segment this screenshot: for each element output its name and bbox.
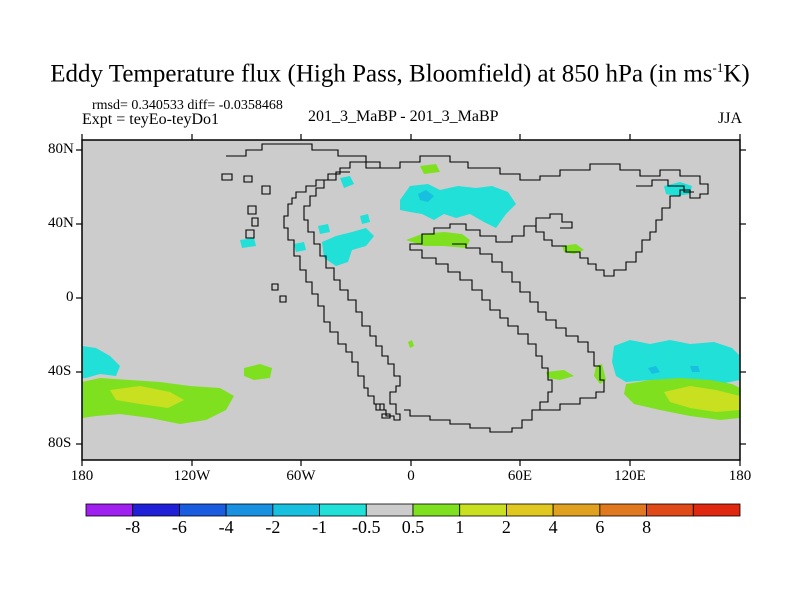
lon-label-0: 0 <box>407 468 415 484</box>
colorbar-box-8 <box>459 503 507 517</box>
lat-label-40n: 40N <box>48 215 74 231</box>
field-green-arctic <box>420 164 440 174</box>
tick-marks <box>76 134 746 466</box>
colorbar-box-5 <box>319 503 367 517</box>
colorbar-label-8: 2 <box>501 517 511 537</box>
colorbar-label-1: -6 <box>171 517 187 537</box>
colorbar-box-9 <box>506 503 554 517</box>
coastlines <box>221 143 709 433</box>
colorbar-label-5: -0.5 <box>352 517 381 537</box>
colorbar-label-7: 1 <box>455 517 465 537</box>
field-cyan-sw <box>82 346 120 378</box>
colorbar-box-12 <box>646 503 694 517</box>
lon-label-60e: 60E <box>507 468 533 484</box>
field-green-sa <box>244 364 272 380</box>
coast-africa-east <box>452 243 605 411</box>
field-cyan-small4 <box>294 242 306 252</box>
field-cyan-atlantic-mid <box>322 228 374 266</box>
coast-pacific-loop <box>636 179 694 193</box>
colorbar-label-2: -4 <box>218 517 234 537</box>
colorbar-label-11: 8 <box>642 517 652 537</box>
experiment-label: Expt = teyEo-teyDo1 <box>82 111 219 128</box>
colorbar-label-10: 6 <box>595 517 605 537</box>
colorbar-label-6: 0.5 <box>401 517 425 537</box>
colorbar-box-13 <box>692 503 741 517</box>
coast-islands-na <box>245 185 287 303</box>
plot-title: Eddy Temperature flux (High Pass, Bloomf… <box>50 60 750 88</box>
lon-label-120e: 120E <box>614 468 646 484</box>
colorbar-box-6 <box>365 503 414 517</box>
colorbar-box-11 <box>599 503 647 517</box>
colorbar-label-0: -8 <box>125 517 141 537</box>
field-blue-se <box>648 366 660 374</box>
colorbar-label-9: 4 <box>548 517 558 537</box>
lon-label-120w: 120W <box>173 468 211 484</box>
lat-label-40s: 40S <box>48 363 72 379</box>
field-green-sio <box>546 370 574 380</box>
field-cyan-small2 <box>360 214 370 224</box>
colorbar-box-7 <box>412 503 461 517</box>
colorbar-box-2 <box>179 503 227 517</box>
coast-islands-2 <box>221 173 391 419</box>
field-green-dot <box>408 340 414 348</box>
colorbar-label-4: -1 <box>312 517 328 537</box>
field-cyan-small3 <box>240 238 256 248</box>
colorbar-box-3 <box>225 503 274 517</box>
case-label: 201_3_MaBP - 201_3_MaBP <box>308 108 499 125</box>
colorbar-box-4 <box>272 503 320 517</box>
lat-label-80s: 80S <box>48 435 72 451</box>
lat-label-80n: 80N <box>48 141 74 157</box>
stats-text: rmsd= 0.340533 diff= -0.0358468 <box>92 98 283 113</box>
colorbar-box-10 <box>552 503 601 517</box>
coast-arctic <box>226 143 401 421</box>
field-contours <box>82 164 740 424</box>
lon-label-180w: 180 <box>70 468 94 484</box>
colorbar-label-3: -2 <box>265 517 281 537</box>
season-label: JJA <box>717 110 742 127</box>
colorbar-box-1 <box>132 503 180 517</box>
lon-label-60w: 60W <box>286 468 316 484</box>
lat-label-0: 0 <box>66 289 74 305</box>
lon-label-180e: 180 <box>728 468 752 484</box>
field-yellow-se <box>664 386 740 412</box>
field-blue-se2 <box>690 366 700 372</box>
field-cyan-se <box>612 340 740 384</box>
coast-caspian <box>535 213 573 229</box>
coast-eurasia <box>380 155 709 433</box>
field-blue-northatlantic <box>418 190 434 202</box>
colorbar-box-0 <box>85 503 134 517</box>
field-cyan-small1 <box>340 176 354 188</box>
field-yellow-sw <box>110 386 184 408</box>
field-cyan-small5 <box>318 224 330 234</box>
